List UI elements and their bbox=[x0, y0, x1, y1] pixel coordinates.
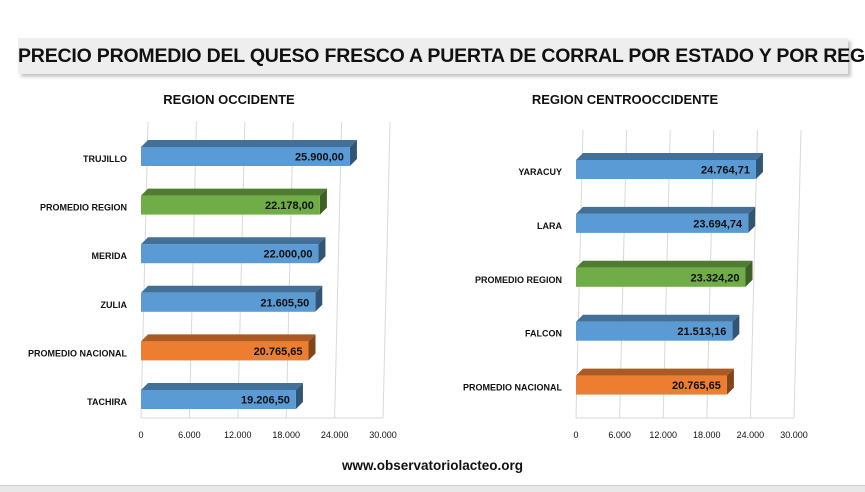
data-label: 20.765,65 bbox=[672, 380, 721, 392]
bar-top-face bbox=[141, 140, 357, 147]
bar bbox=[576, 213, 749, 233]
bar-side-face bbox=[748, 206, 756, 233]
category-label: ZULIA bbox=[101, 300, 128, 310]
category-label: PROMEDIO NACIONAL bbox=[28, 348, 128, 358]
x-tick-label: 0 bbox=[138, 430, 143, 440]
page-title: PRECIO PROMEDIO DEL QUESO FRESCO A PUERT… bbox=[18, 45, 865, 67]
gridline bbox=[382, 121, 391, 419]
bar-top-face bbox=[141, 383, 303, 390]
bar-side-face bbox=[295, 383, 303, 409]
bar-side-face bbox=[726, 368, 734, 395]
bar-side-face bbox=[318, 237, 326, 264]
source-url: www.observatoriolacteo.org bbox=[341, 458, 524, 473]
bar-side-face bbox=[745, 260, 753, 287]
gridline bbox=[793, 129, 802, 419]
data-label: 25.900,00 bbox=[295, 152, 344, 164]
gridline bbox=[188, 121, 197, 419]
data-label: 22.000,00 bbox=[264, 249, 313, 261]
bar-group: 24.764,71 YARACUY bbox=[518, 153, 763, 179]
bar bbox=[141, 341, 309, 361]
x-tick-label: 30.000 bbox=[780, 430, 808, 440]
bar bbox=[576, 321, 733, 341]
chart-region-occidente: REGION OCCIDENTE 0 6.000 12.000 18.000 24.000… bbox=[28, 92, 397, 440]
x-tick-label: 24.000 bbox=[321, 430, 349, 440]
category-label: YARACUY bbox=[518, 167, 562, 177]
bar-group: 20.765,65 PROMEDIO NACIONAL bbox=[28, 334, 316, 361]
x-tick-label: 6.000 bbox=[608, 430, 631, 440]
bar-group: 22.000,00 MERIDA bbox=[92, 237, 326, 264]
page-title-banner: PRECIO PROMEDIO DEL QUESO FRESCO A PUERT… bbox=[18, 38, 865, 74]
bar-top-face bbox=[576, 368, 734, 376]
bar bbox=[141, 244, 319, 264]
bar-side-face bbox=[755, 153, 763, 179]
chart-title: REGION CENTROOCCIDENTE bbox=[532, 92, 719, 107]
chart-title: REGION OCCIDENTE bbox=[163, 92, 295, 107]
bar-top-face bbox=[576, 153, 763, 160]
bar-group: 20.765,65 PROMEDIO NACIONAL bbox=[463, 368, 734, 395]
category-label: PROMEDIO REGION bbox=[40, 203, 127, 213]
bar bbox=[576, 375, 727, 395]
bar-group: 22.178,00 PROMEDIO REGION bbox=[40, 188, 327, 215]
bar-side-face bbox=[308, 334, 316, 361]
bar-top-face bbox=[141, 237, 326, 245]
category-label: TRUJILLO bbox=[83, 154, 127, 164]
category-label: LARA bbox=[537, 221, 562, 231]
category-label: FALCON bbox=[525, 329, 562, 339]
category-label: PROMEDIO NACIONAL bbox=[463, 383, 563, 393]
x-tick-label: 12.000 bbox=[224, 430, 252, 440]
bar bbox=[141, 292, 316, 312]
category-label: TACHIRA bbox=[87, 397, 127, 407]
chart-region-centrooccidente: REGION CENTROOCCIDENTE 0 6.000 12.000 18.000… bbox=[463, 92, 808, 440]
bar bbox=[576, 267, 746, 287]
bar bbox=[141, 147, 350, 166]
data-label: 21.513,16 bbox=[677, 326, 726, 338]
gridline bbox=[334, 121, 343, 419]
bar bbox=[141, 195, 320, 215]
bar-group: 23.324,20 PROMEDIO REGION bbox=[475, 260, 753, 287]
bar-side-face bbox=[349, 140, 357, 166]
bar-side-face bbox=[319, 188, 327, 215]
data-label: 19.206,50 bbox=[241, 395, 290, 407]
data-label: 22.178,00 bbox=[265, 200, 314, 212]
x-tick-label: 6.000 bbox=[178, 430, 201, 440]
category-label: PROMEDIO REGION bbox=[475, 275, 562, 285]
gridline bbox=[140, 121, 149, 419]
bar-group: 21.605,50 ZULIA bbox=[101, 285, 323, 312]
gridline bbox=[237, 121, 246, 419]
x-tick-label: 24.000 bbox=[737, 430, 765, 440]
data-label: 20.765,65 bbox=[254, 346, 303, 358]
bar-side-face bbox=[315, 285, 323, 312]
x-tick-label: 0 bbox=[573, 430, 578, 440]
bar-side-face bbox=[732, 314, 740, 341]
bar bbox=[576, 160, 756, 179]
bar-group: 23.694,74 LARA bbox=[537, 206, 756, 233]
data-label: 24.764,71 bbox=[701, 165, 750, 177]
data-label: 23.324,20 bbox=[691, 272, 740, 284]
bar bbox=[141, 390, 296, 409]
data-label: 21.605,50 bbox=[260, 297, 309, 309]
bar-top-face bbox=[141, 188, 327, 196]
bar-top-face bbox=[141, 285, 323, 293]
bar-group: 19.206,50 TACHIRA bbox=[87, 383, 303, 409]
x-tick-label: 30.000 bbox=[369, 430, 397, 440]
x-tick-label: 18.000 bbox=[272, 430, 300, 440]
bar-top-face bbox=[576, 314, 740, 322]
x-tick-label: 18.000 bbox=[693, 430, 721, 440]
category-label: MERIDA bbox=[92, 251, 128, 261]
x-tick-label: 12.000 bbox=[649, 430, 677, 440]
data-label: 23.694,74 bbox=[693, 218, 743, 230]
gridline bbox=[285, 121, 294, 419]
bar-top-face bbox=[576, 206, 756, 214]
bar-top-face bbox=[576, 260, 753, 268]
bottom-divider bbox=[0, 485, 865, 492]
bar-top-face bbox=[141, 334, 316, 342]
bar-group: 21.513,16 FALCON bbox=[525, 314, 740, 341]
bar-group: 25.900,00 TRUJILLO bbox=[83, 140, 357, 166]
